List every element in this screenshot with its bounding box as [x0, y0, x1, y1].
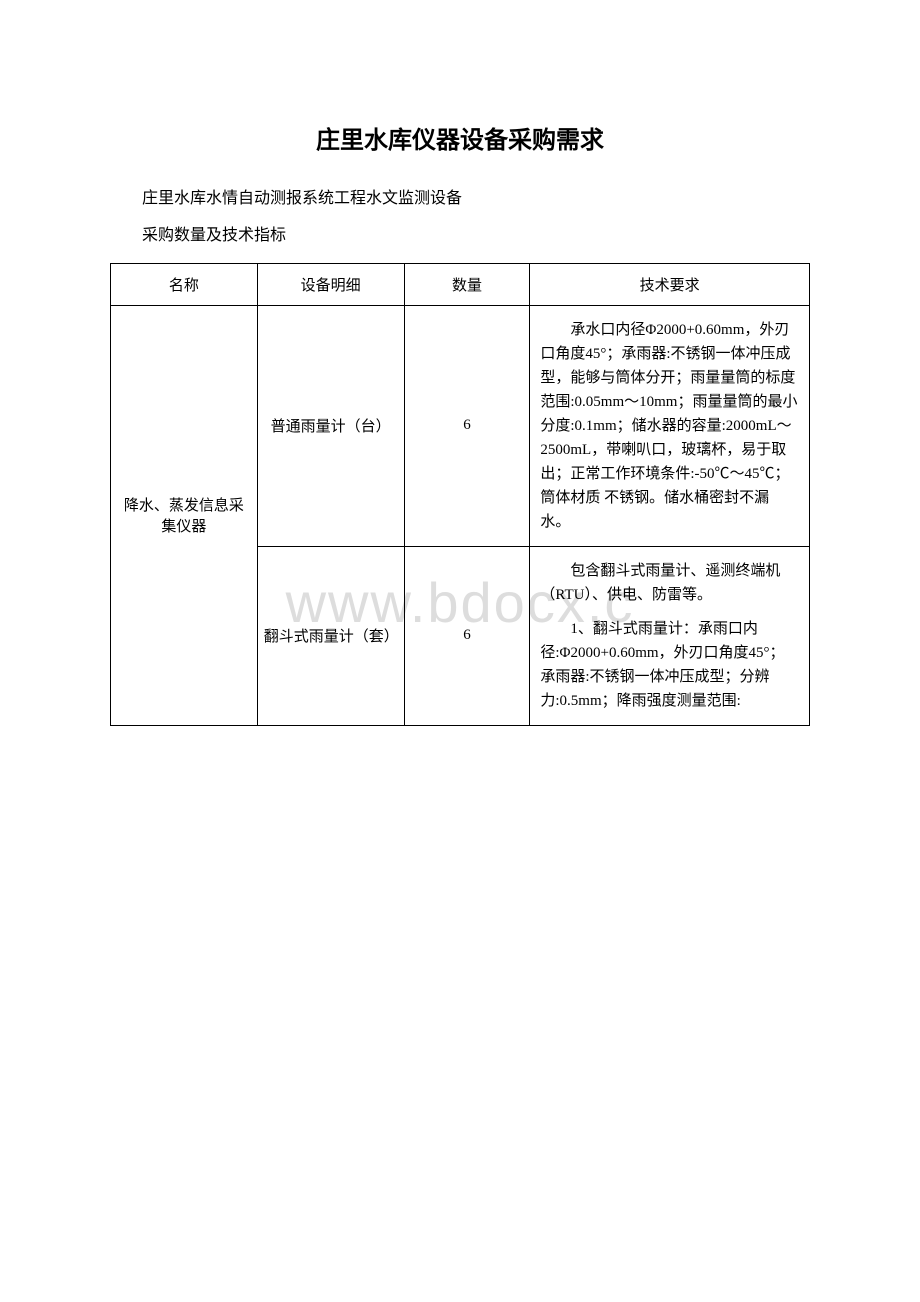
table-row: 降水、蒸发信息采集仪器 普通雨量计（台） 6 承水口内径Φ2000+0.60mm…: [111, 305, 810, 546]
subtitle-line-2: 采购数量及技术指标: [110, 222, 810, 251]
quantity-cell: 6: [404, 546, 530, 725]
requirement-cell: 包含翻斗式雨量计、遥测终端机（RTU）、供电、防雷等。 1、翻斗式雨量计：承雨口…: [530, 546, 810, 725]
header-requirement: 技术要求: [530, 263, 810, 305]
header-quantity: 数量: [404, 263, 530, 305]
document-title: 庄里水库仪器设备采购需求: [110, 120, 810, 155]
requirement-text-p1: 包含翻斗式雨量计、遥测终端机（RTU）、供电、防雷等。: [540, 559, 799, 607]
requirement-text: 承水口内径Φ2000+0.60mm，外刃口角度45°；承雨器:不锈钢一体冲压成型…: [540, 318, 799, 534]
requirement-cell: 承水口内径Φ2000+0.60mm，外刃口角度45°；承雨器:不锈钢一体冲压成型…: [530, 305, 810, 546]
detail-cell: 翻斗式雨量计（套）: [257, 546, 404, 725]
quantity-cell: 6: [404, 305, 530, 546]
category-cell: 降水、蒸发信息采集仪器: [111, 305, 258, 725]
header-name: 名称: [111, 263, 258, 305]
detail-cell: 普通雨量计（台）: [257, 305, 404, 546]
requirement-text-p2: 1、翻斗式雨量计：承雨口内径:Φ2000+0.60mm，外刃口角度45°；承雨器…: [540, 617, 799, 713]
equipment-table: 名称 设备明细 数量 技术要求 降水、蒸发信息采集仪器 普通雨量计（台） 6 承…: [110, 263, 810, 726]
header-detail: 设备明细: [257, 263, 404, 305]
table-header-row: 名称 设备明细 数量 技术要求: [111, 263, 810, 305]
subtitle-line-1: 庄里水库水情自动测报系统工程水文监测设备: [110, 185, 810, 214]
